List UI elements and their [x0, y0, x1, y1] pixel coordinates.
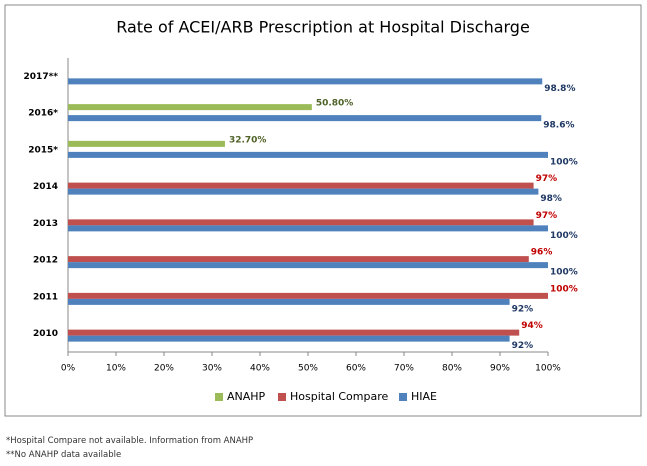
chart-title: Rate of ACEI/ARB Prescription at Hospita…: [116, 18, 530, 37]
bar: [68, 329, 520, 336]
value-label: 50.80%: [316, 99, 354, 109]
value-label: 92%: [512, 341, 534, 351]
value-label: 98.6%: [543, 121, 574, 131]
bar: [68, 298, 510, 305]
legend-swatch: [399, 393, 407, 401]
value-label: 98%: [540, 194, 562, 204]
bar: [68, 219, 534, 226]
chart-frame: [4, 4, 642, 417]
value-label: 100%: [550, 157, 578, 167]
value-label: 98.8%: [544, 84, 575, 94]
bar: [68, 335, 510, 342]
y-tick-label: 2011: [33, 292, 58, 302]
x-tick-label: 10%: [106, 364, 126, 374]
value-label: 96%: [531, 248, 553, 258]
x-tick-label: 90%: [490, 364, 510, 374]
y-tick-label: 2017**: [24, 72, 59, 82]
x-tick-label: 80%: [442, 364, 462, 374]
bar: [68, 262, 548, 269]
legend-label: HIAE: [411, 390, 437, 403]
bar: [68, 115, 542, 122]
y-tick-label: 2016*: [28, 109, 58, 119]
bar: [68, 140, 225, 147]
bar: [68, 151, 548, 158]
value-label: 97%: [536, 174, 558, 184]
x-tick-label: 20%: [154, 364, 174, 374]
chart: Rate of ACEI/ARB Prescription at Hospita…: [4, 4, 642, 417]
bar: [68, 182, 534, 189]
legend-label: ANAHP: [227, 390, 266, 403]
x-tick-label: 40%: [250, 364, 270, 374]
value-label: 100%: [550, 231, 578, 241]
x-tick-label: 70%: [394, 364, 414, 374]
bar: [68, 78, 543, 85]
legend-label: Hospital Compare: [290, 390, 389, 403]
x-tick-label: 30%: [202, 364, 222, 374]
value-label: 97%: [536, 211, 558, 221]
bar: [68, 104, 312, 111]
bar: [68, 188, 539, 195]
value-label: 100%: [550, 268, 578, 278]
x-tick-label: 100%: [535, 364, 561, 374]
y-tick-label: 2014: [33, 182, 58, 192]
legend-swatch: [215, 393, 223, 401]
value-label: 92%: [512, 304, 534, 314]
bar: [68, 225, 548, 232]
y-tick-label: 2013: [33, 219, 58, 229]
footnote: **No ANAHP data available: [6, 450, 122, 460]
bar: [68, 292, 548, 299]
value-label: 100%: [550, 284, 578, 294]
bar: [68, 256, 529, 263]
y-tick-label: 2015*: [28, 145, 58, 155]
x-tick-label: 60%: [346, 364, 366, 374]
y-tick-label: 2010: [33, 329, 58, 339]
x-tick-label: 0%: [61, 364, 76, 374]
y-tick-label: 2012: [33, 256, 58, 266]
value-label: 94%: [521, 321, 543, 331]
x-tick-label: 50%: [298, 364, 318, 374]
legend-swatch: [278, 393, 286, 401]
footnote: *Hospital Compare not available. Informa…: [6, 436, 254, 446]
value-label: 32.70%: [229, 135, 267, 145]
